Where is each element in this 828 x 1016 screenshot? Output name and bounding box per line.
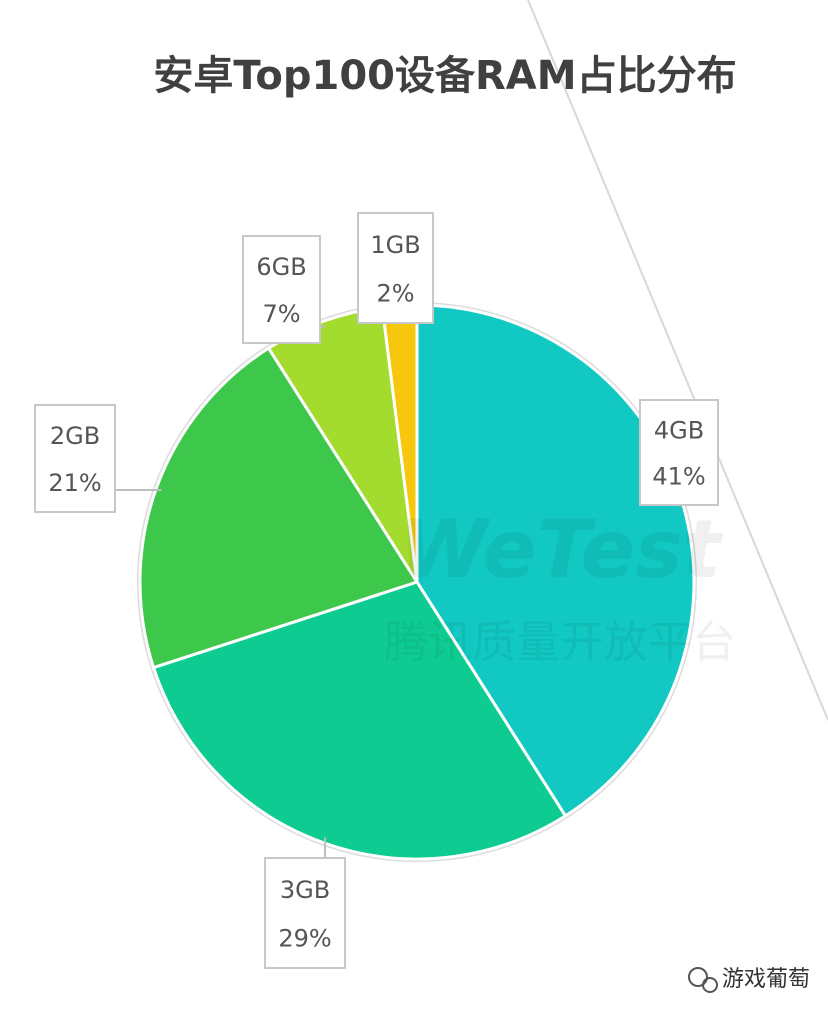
- value-label: 29%: [278, 924, 331, 952]
- label-box: [639, 399, 719, 506]
- decor-line: [527, 0, 828, 721]
- watermark-brand: WeTest: [399, 503, 724, 596]
- source-icon: [688, 967, 718, 993]
- category-label: 3GB: [280, 876, 330, 904]
- value-label: 41%: [652, 463, 705, 491]
- pie: [137, 302, 697, 862]
- category-label: 6GB: [256, 253, 306, 281]
- chart-title: 安卓Top100设备RAM占比分布: [153, 53, 736, 99]
- category-label: 1GB: [370, 231, 420, 259]
- watermark-subtitle: 腾讯质量开放平台: [384, 617, 736, 668]
- value-label: 21%: [48, 469, 101, 497]
- category-label: 2GB: [50, 422, 100, 450]
- value-label: 2%: [376, 279, 414, 307]
- label-box: [357, 212, 434, 324]
- label-box: [34, 404, 116, 513]
- label-box: [242, 235, 321, 344]
- category-label: 4GB: [654, 417, 704, 445]
- pie-slice: [152, 580, 567, 861]
- value-label: 7%: [262, 300, 300, 328]
- pie-slice: [138, 346, 419, 670]
- source-text: 游戏葡萄: [722, 967, 810, 992]
- label-box: [264, 857, 346, 969]
